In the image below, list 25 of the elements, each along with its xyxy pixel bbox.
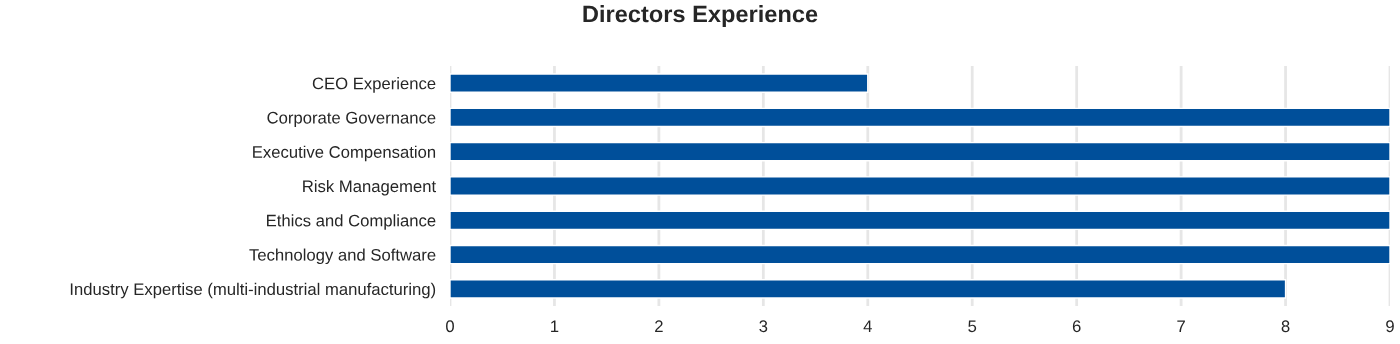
- bar: [450, 141, 1390, 162]
- x-tick-label: 8: [1281, 320, 1290, 333]
- bar: [450, 176, 1390, 196]
- x-tick-label: 9: [1386, 320, 1394, 333]
- y-tick-label: Corporate Governance: [267, 111, 436, 127]
- bar: [450, 244, 1390, 265]
- y-tick-label: Risk Management: [303, 179, 436, 196]
- y-tick-label: Technology and Software: [249, 248, 436, 265]
- chart-title: Directors Experience: [583, 5, 818, 27]
- x-tick-label: 1: [551, 320, 559, 332]
- x-tick-label: 2: [655, 320, 663, 332]
- x-tick-label: 0: [446, 320, 454, 333]
- x-tick-label: 5: [968, 320, 977, 333]
- y-tick-label: CEO Experience: [312, 77, 436, 93]
- bar: [450, 73, 869, 93]
- y-tick-label: Executive Compensation: [253, 145, 436, 162]
- bar: [450, 279, 1287, 299]
- bar: [450, 107, 1390, 128]
- bar: [450, 210, 1390, 231]
- x-tick-label: 4: [863, 320, 872, 332]
- y-tick-label: Industry Expertise (multi-industrial manufacturing): [70, 282, 436, 299]
- x-tick-label: 3: [759, 320, 768, 333]
- x-tick-label: 7: [1177, 320, 1185, 332]
- y-tick-label: Ethics and Compliance: [267, 214, 436, 230]
- x-tick-label: 6: [1072, 320, 1081, 333]
